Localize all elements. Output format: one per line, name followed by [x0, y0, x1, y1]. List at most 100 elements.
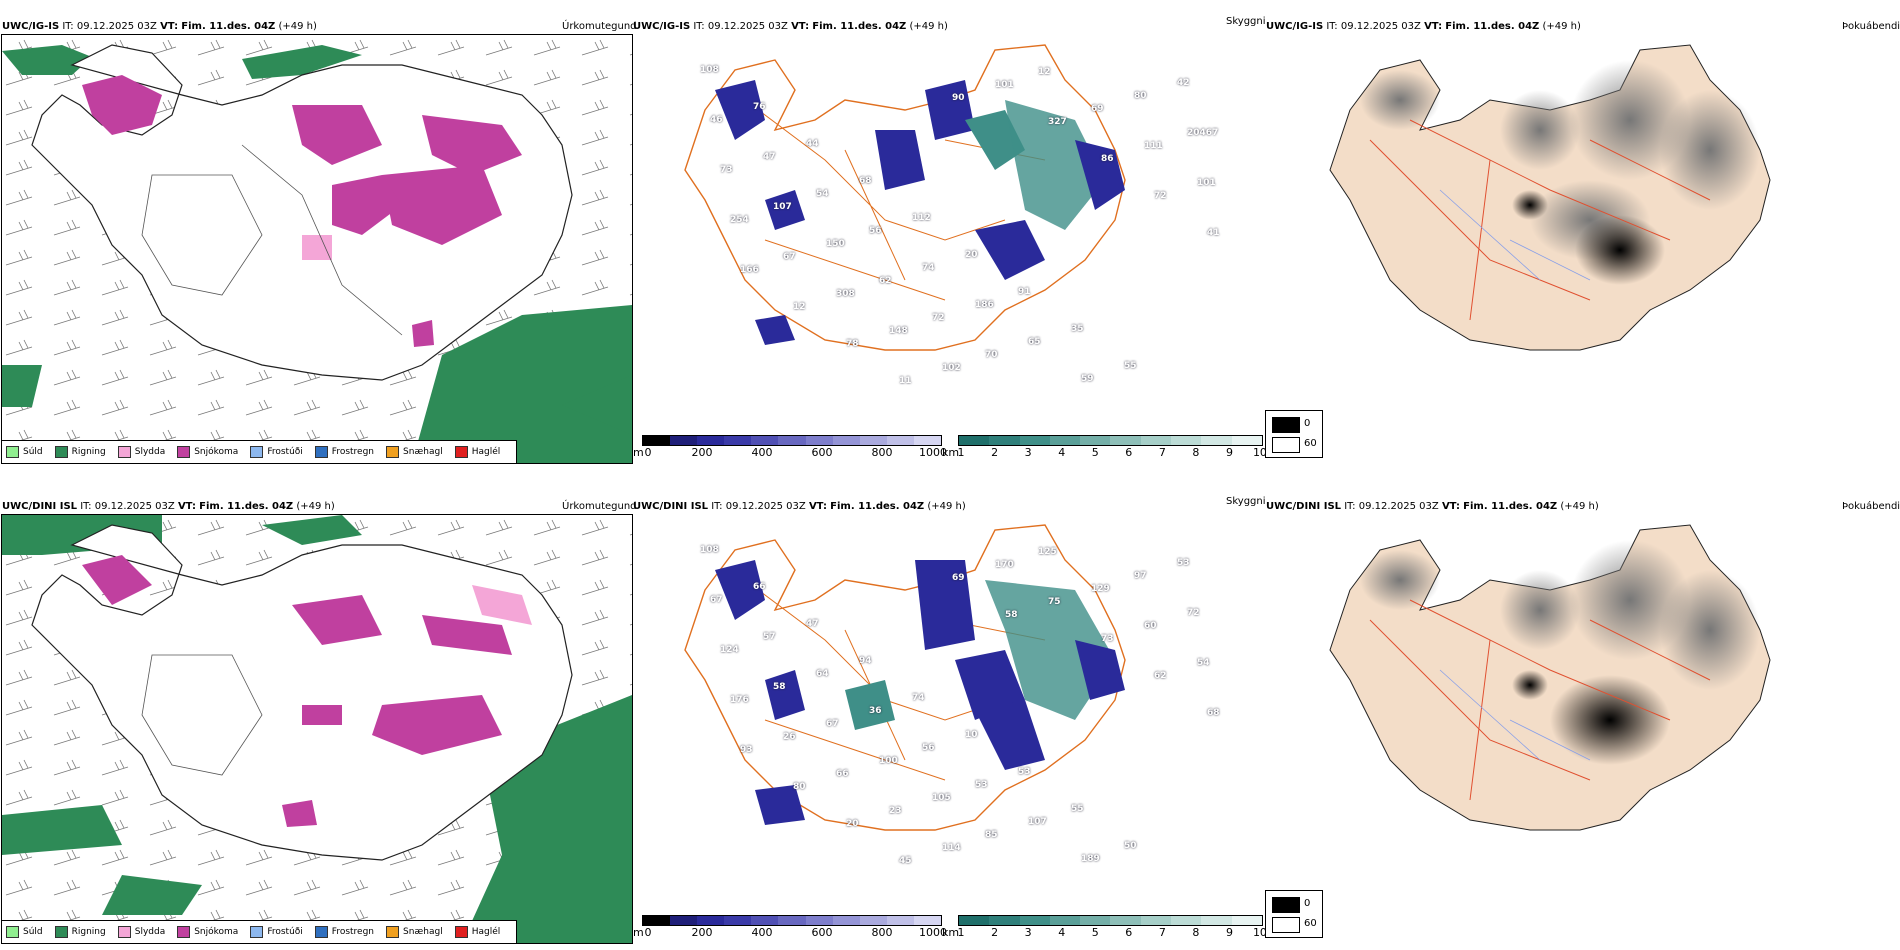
height-label: 101 [995, 80, 1014, 90]
height-label: 124 [720, 645, 739, 655]
height-label: 148 [889, 326, 908, 336]
height-colorbar-swatches [642, 435, 942, 446]
vis-ticks-2: 1 2 3 4 5 6 7 8 9 10 [957, 926, 1267, 939]
colorbar-swatch [643, 916, 671, 925]
colorbar-swatch [859, 436, 887, 445]
colorbar-swatch [832, 436, 860, 445]
height-label: 66 [753, 582, 766, 592]
colorbar-swatch [886, 916, 914, 925]
colorbar-swatch [1140, 436, 1172, 445]
colorbar-swatch [751, 436, 779, 445]
colorbar-swatch [1110, 436, 1141, 445]
height-unit-2: m [633, 926, 644, 939]
height-label: 85 [985, 830, 998, 840]
height-label: 72 [1154, 191, 1167, 201]
vis-colorbar-swatches-2 [958, 915, 1263, 926]
height-label: 53 [975, 780, 988, 790]
colorbar-swatch [724, 916, 752, 925]
colorbar-swatch [1110, 916, 1141, 925]
vis-map-1 [684, 44, 1126, 351]
colorbar-swatch [989, 916, 1020, 925]
height-label: 78 [846, 339, 859, 349]
height-unit: m [633, 446, 644, 459]
height-label: 58 [773, 682, 786, 692]
height-label: 80 [1134, 91, 1147, 101]
height-label: 80 [793, 782, 806, 792]
vis-colorbar-2: 1 2 3 4 5 6 7 8 9 10 [957, 915, 1267, 939]
colorbar-swatch [1080, 436, 1111, 445]
fog-header: UWC/IG-IS IT: 09.12.2025 03Z VT: Fim. 11… [1266, 21, 1581, 32]
height-label: 100 [879, 756, 898, 766]
colorbar-swatch [959, 436, 990, 445]
legend-sudl-2: Súld [6, 926, 43, 938]
height-label: 42 [1177, 78, 1190, 88]
height-label: 72 [932, 313, 945, 323]
height-label: 67 [826, 719, 839, 729]
row-2: UWC/DINI ISL IT: 09.12.2025 03Z VT: Fim.… [0, 480, 1900, 950]
precip-header-2: UWC/DINI ISL IT: 09.12.2025 03Z VT: Fim.… [2, 501, 335, 512]
height-label: 105 [932, 793, 951, 803]
height-label: 70 [985, 350, 998, 360]
precip-header: UWC/IG-IS IT: 09.12.2025 03Z VT: Fim. 11… [2, 21, 317, 32]
height-label: 170 [995, 560, 1014, 570]
height-label: 20 [965, 250, 978, 260]
precip-map-svg-2 [2, 515, 632, 943]
legend-sudl: Súld [6, 446, 43, 458]
colorbar-swatch [1049, 436, 1081, 445]
height-label: 125 [1038, 547, 1057, 557]
height-label: 93 [740, 745, 753, 755]
colorbar-swatch [778, 436, 806, 445]
legend-haglel: Haglél [454, 446, 500, 458]
colorbar-swatch [1231, 916, 1262, 925]
height-label: 107 [773, 202, 792, 212]
height-label: 36 [869, 706, 882, 716]
colorbar-swatch [751, 916, 779, 925]
height-label: 10 [965, 730, 978, 740]
legend-slydda: Slydda [117, 446, 165, 458]
height-ticks-2: 0 200 400 600 800 1000 [644, 926, 948, 939]
height-label: 107 [1028, 817, 1047, 827]
height-label: 58 [1005, 610, 1018, 620]
height-label: 74 [922, 263, 935, 273]
height-label: 68 [1207, 708, 1220, 718]
fog-title-2: Þokuábendi [1842, 501, 1900, 512]
colorbar-swatch [1080, 916, 1111, 925]
colorbar-swatch [913, 436, 942, 445]
height-label: 176 [730, 695, 749, 705]
height-colorbar-2: 0 200 400 600 800 1000 [642, 915, 948, 939]
legend-rigning: Rigning [54, 446, 106, 458]
height-label: 69 [1091, 104, 1104, 114]
precip-map-2: Súld Rigning Slydda Snjókoma Frostúði Fr… [1, 514, 633, 944]
height-label: 55 [1071, 804, 1084, 814]
height-label: 111 [1144, 141, 1163, 151]
legend-snaehagl-2: Snæhagl [386, 926, 443, 938]
colorbar-swatch [1171, 916, 1202, 925]
fog-header-2: UWC/DINI ISL IT: 09.12.2025 03Z VT: Fim.… [1266, 501, 1599, 512]
height-label: 12 [1038, 67, 1051, 77]
colorbar-swatch [643, 436, 671, 445]
legend-snjokoma-2: Snjókoma [177, 926, 238, 938]
height-label: 54 [1197, 658, 1210, 668]
height-label: 114 [942, 843, 961, 853]
height-label: 23 [889, 806, 902, 816]
height-label: 97 [1134, 571, 1147, 581]
precip-map-svg [2, 35, 632, 463]
height-label: 26 [783, 732, 796, 742]
height-label: 60 [1144, 621, 1157, 631]
height-label: 189 [1081, 854, 1100, 864]
row-1: UWC/IG-IS IT: 09.12.2025 03Z VT: Fim. 11… [0, 0, 1900, 470]
colorbar-swatch [724, 436, 752, 445]
height-label: 56 [869, 226, 882, 236]
height-label: 186 [975, 300, 994, 310]
colorbar-swatch [1019, 436, 1050, 445]
height-label: 12 [793, 302, 806, 312]
height-label: 73 [1101, 634, 1114, 644]
precip-map: Súld Rigning Slydda Snjókoma Frostúði Fr… [1, 34, 633, 464]
height-label: 86 [1101, 154, 1114, 164]
height-label: 91 [1018, 287, 1031, 297]
height-label: 53 [1018, 767, 1031, 777]
colorbar-swatch [959, 916, 990, 925]
height-label: 327 [1048, 117, 1067, 127]
height-label: 74 [912, 693, 925, 703]
height-label: 47 [806, 619, 819, 629]
